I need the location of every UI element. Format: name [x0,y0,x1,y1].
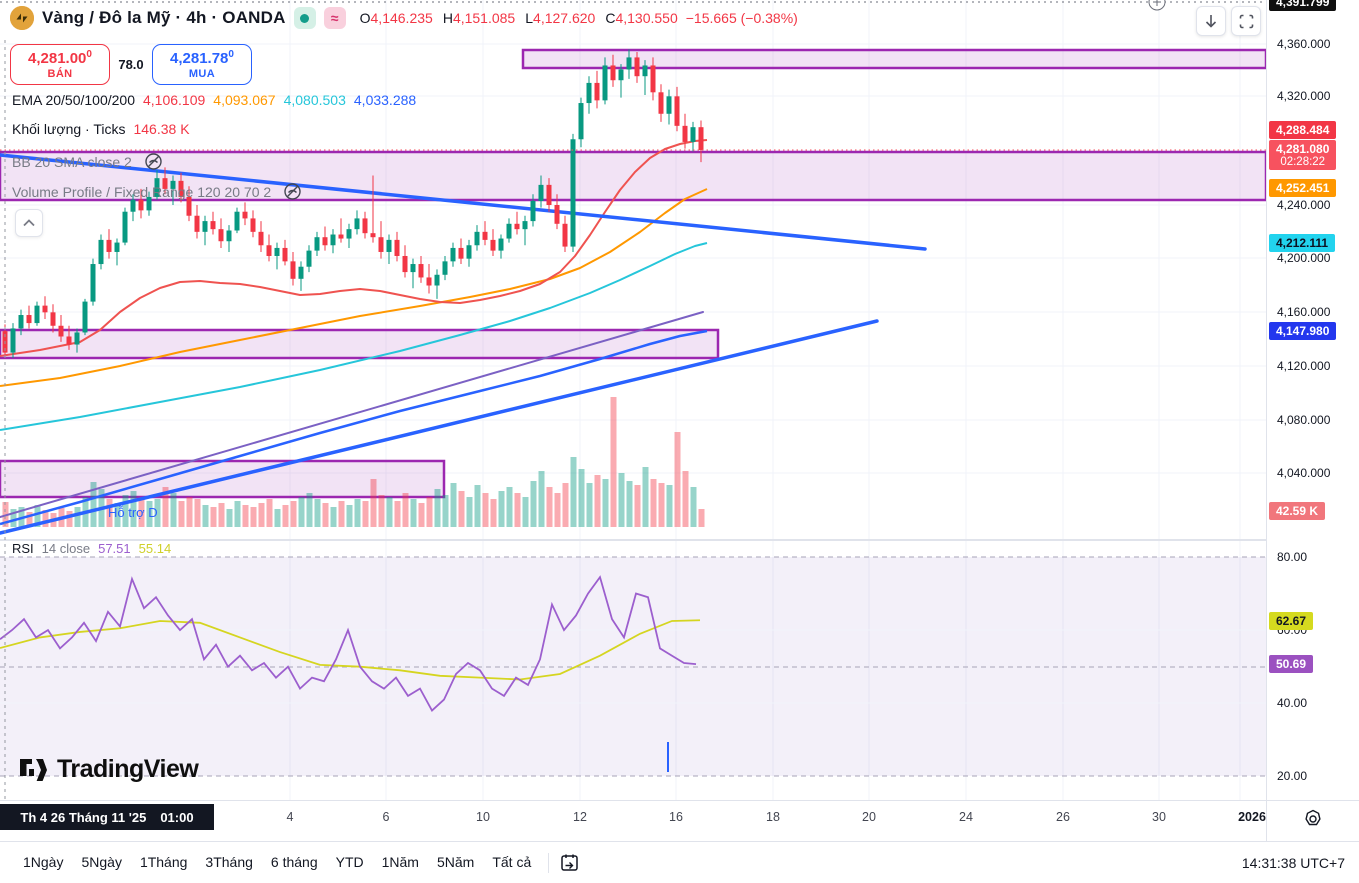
price-tick: 20.00 [1277,769,1308,783]
time-tick: 20 [862,810,876,824]
ohlc-values: O4,146.235 H4,151.085 L4,127.620 C4,130.… [359,10,678,26]
price-tick: 4,200.000 [1277,251,1331,265]
price-badge: 42.59 K [1269,502,1326,520]
range-button-6-tháng[interactable]: 6 tháng [270,853,318,870]
range-button-1năm[interactable]: 1Năm [381,853,419,870]
trade-panel: 4,281.000 BÁN 78.0 4,281.780 MUA [10,44,252,85]
price-badge: 4,212.111 [1269,234,1336,252]
ema20-line[interactable] [0,139,708,357]
range-button-1tháng[interactable]: 1Tháng [139,853,188,870]
eye-off-icon[interactable] [144,152,163,171]
range-button-5ngày[interactable]: 5Ngày [81,853,122,870]
price-badge: 4,252.451 [1269,179,1337,197]
trendline-1[interactable] [0,319,879,535]
collapse-legend-button[interactable] [15,209,43,237]
time-tick: 18 [766,810,780,824]
price-change: −15.665 (−0.38%) [685,10,798,26]
approx-data-icon[interactable]: ≈ [323,7,346,29]
price-tick: 4,120.000 [1277,359,1331,373]
trendline-2[interactable] [0,311,704,518]
alert-plus-icon[interactable] [1148,0,1166,11]
price-badge: 62.67 [1269,612,1314,630]
ema50-line[interactable] [0,188,708,387]
fullscreen-button[interactable] [1231,6,1261,36]
price-tick: 4,160.000 [1277,305,1331,319]
symbol-gold-icon[interactable] [10,6,34,30]
time-tick: 24 [959,810,973,824]
range-button-tất-cả[interactable]: Tất cả [492,853,532,870]
price-tick: 4,320.000 [1277,89,1331,103]
price-tick: 80.00 [1277,550,1308,564]
time-tick: 16 [669,810,683,824]
volume-legend[interactable]: Khối lượng · Ticks 146.38 K [12,121,190,137]
bottom-toolbar: 1Ngày 5Ngày 1Tháng 3Tháng 6 tháng YTD 1Năm 5Năm… [0,841,1359,883]
eye-off-icon[interactable] [283,182,302,201]
price-badge: 4,147.980 [1269,322,1337,340]
symbol-header: Vàng / Đô la Mỹ · 4h · OANDA ≈ O4,146.23… [10,6,798,30]
scroll-to-recent-button[interactable] [1196,6,1226,36]
ema100-line[interactable] [0,242,708,431]
time-tick: 10 [476,810,490,824]
price-tick: 4,360.000 [1277,37,1331,51]
time-tick: 30 [1152,810,1166,824]
support-zone-mid[interactable] [0,328,720,360]
rsi-line[interactable] [0,575,697,712]
price-tick: 40.00 [1277,696,1308,710]
time-axis[interactable]: Th 4 26 Tháng 11 '25 01:00 4 6 10 12 16 18 20 24… [0,800,1266,841]
market-status-icon[interactable] [293,7,316,29]
rsi-legend[interactable]: RSI 14 close 57.51 55.14 [12,541,172,556]
price-badge: 4,391.799 [1269,0,1337,11]
volume-profile-legend[interactable]: Volume Profile / Fixed Range 120 20 70 2 [12,182,302,201]
resistance-zone-top[interactable] [521,48,1266,70]
clock-timezone[interactable]: 14:31:38 UTC+7 [1241,854,1345,871]
buy-button[interactable]: 4,281.780 MUA [152,44,252,85]
bb-legend[interactable]: BB 20 SMA close 2 [12,152,163,171]
range-button-5năm[interactable]: 5Năm [436,853,475,870]
range-button-1ngày[interactable]: 1Ngày [23,853,64,870]
price-badge: 4,281.080 02:28:22 [1269,140,1337,170]
time-tick: 6 [382,810,390,824]
time-tick: 26 [1056,810,1070,824]
trendline-0[interactable] [0,153,927,251]
ema200-line[interactable] [0,329,708,526]
price-tick: 4,040.000 [1277,466,1331,480]
time-tick: 12 [573,810,587,824]
toolbar-divider [548,852,550,873]
symbol-title[interactable]: Vàng / Đô la Mỹ · 4h · OANDA [42,8,286,27]
sell-button[interactable]: 4,281.000 BÁN [10,44,110,85]
axis-settings-corner [1266,800,1359,841]
crosshair-date-tooltip: Th 4 26 Tháng 11 '25 01:00 [0,804,214,830]
chart-pane[interactable]: Vàng / Đô la Mỹ · 4h · OANDA ≈ O4,146.23… [0,0,1266,800]
time-tick: 4 [286,810,294,824]
tradingview-logo[interactable]: TradingView [20,755,199,784]
range-button-3tháng[interactable]: 3Tháng [205,853,253,870]
price-tick: 4,080.000 [1277,413,1331,427]
price-badge: 50.69 [1269,655,1314,673]
time-tick: 2026 [1238,810,1266,824]
spread-value: 78.0 [118,57,144,72]
price-axis[interactable]: 4,360.000 4,320.000 4,240.000 4,200.000 4,16… [1266,0,1359,800]
price-badge: 4,288.484 [1269,121,1337,139]
axis-settings-gear-icon[interactable] [1302,808,1324,835]
range-button-ytd[interactable]: YTD [335,853,364,870]
ema-legend[interactable]: EMA 20/50/100/200 4,106.109 4,093.067 4,… [12,92,417,108]
price-tick: 4,240.000 [1277,198,1331,212]
support-drawing-label[interactable]: Hỗ trợ D [108,505,158,520]
go-to-date-icon[interactable] [559,852,580,873]
tradingview-logo-text: TradingView [57,755,199,783]
chart-canvas[interactable] [0,0,1266,800]
